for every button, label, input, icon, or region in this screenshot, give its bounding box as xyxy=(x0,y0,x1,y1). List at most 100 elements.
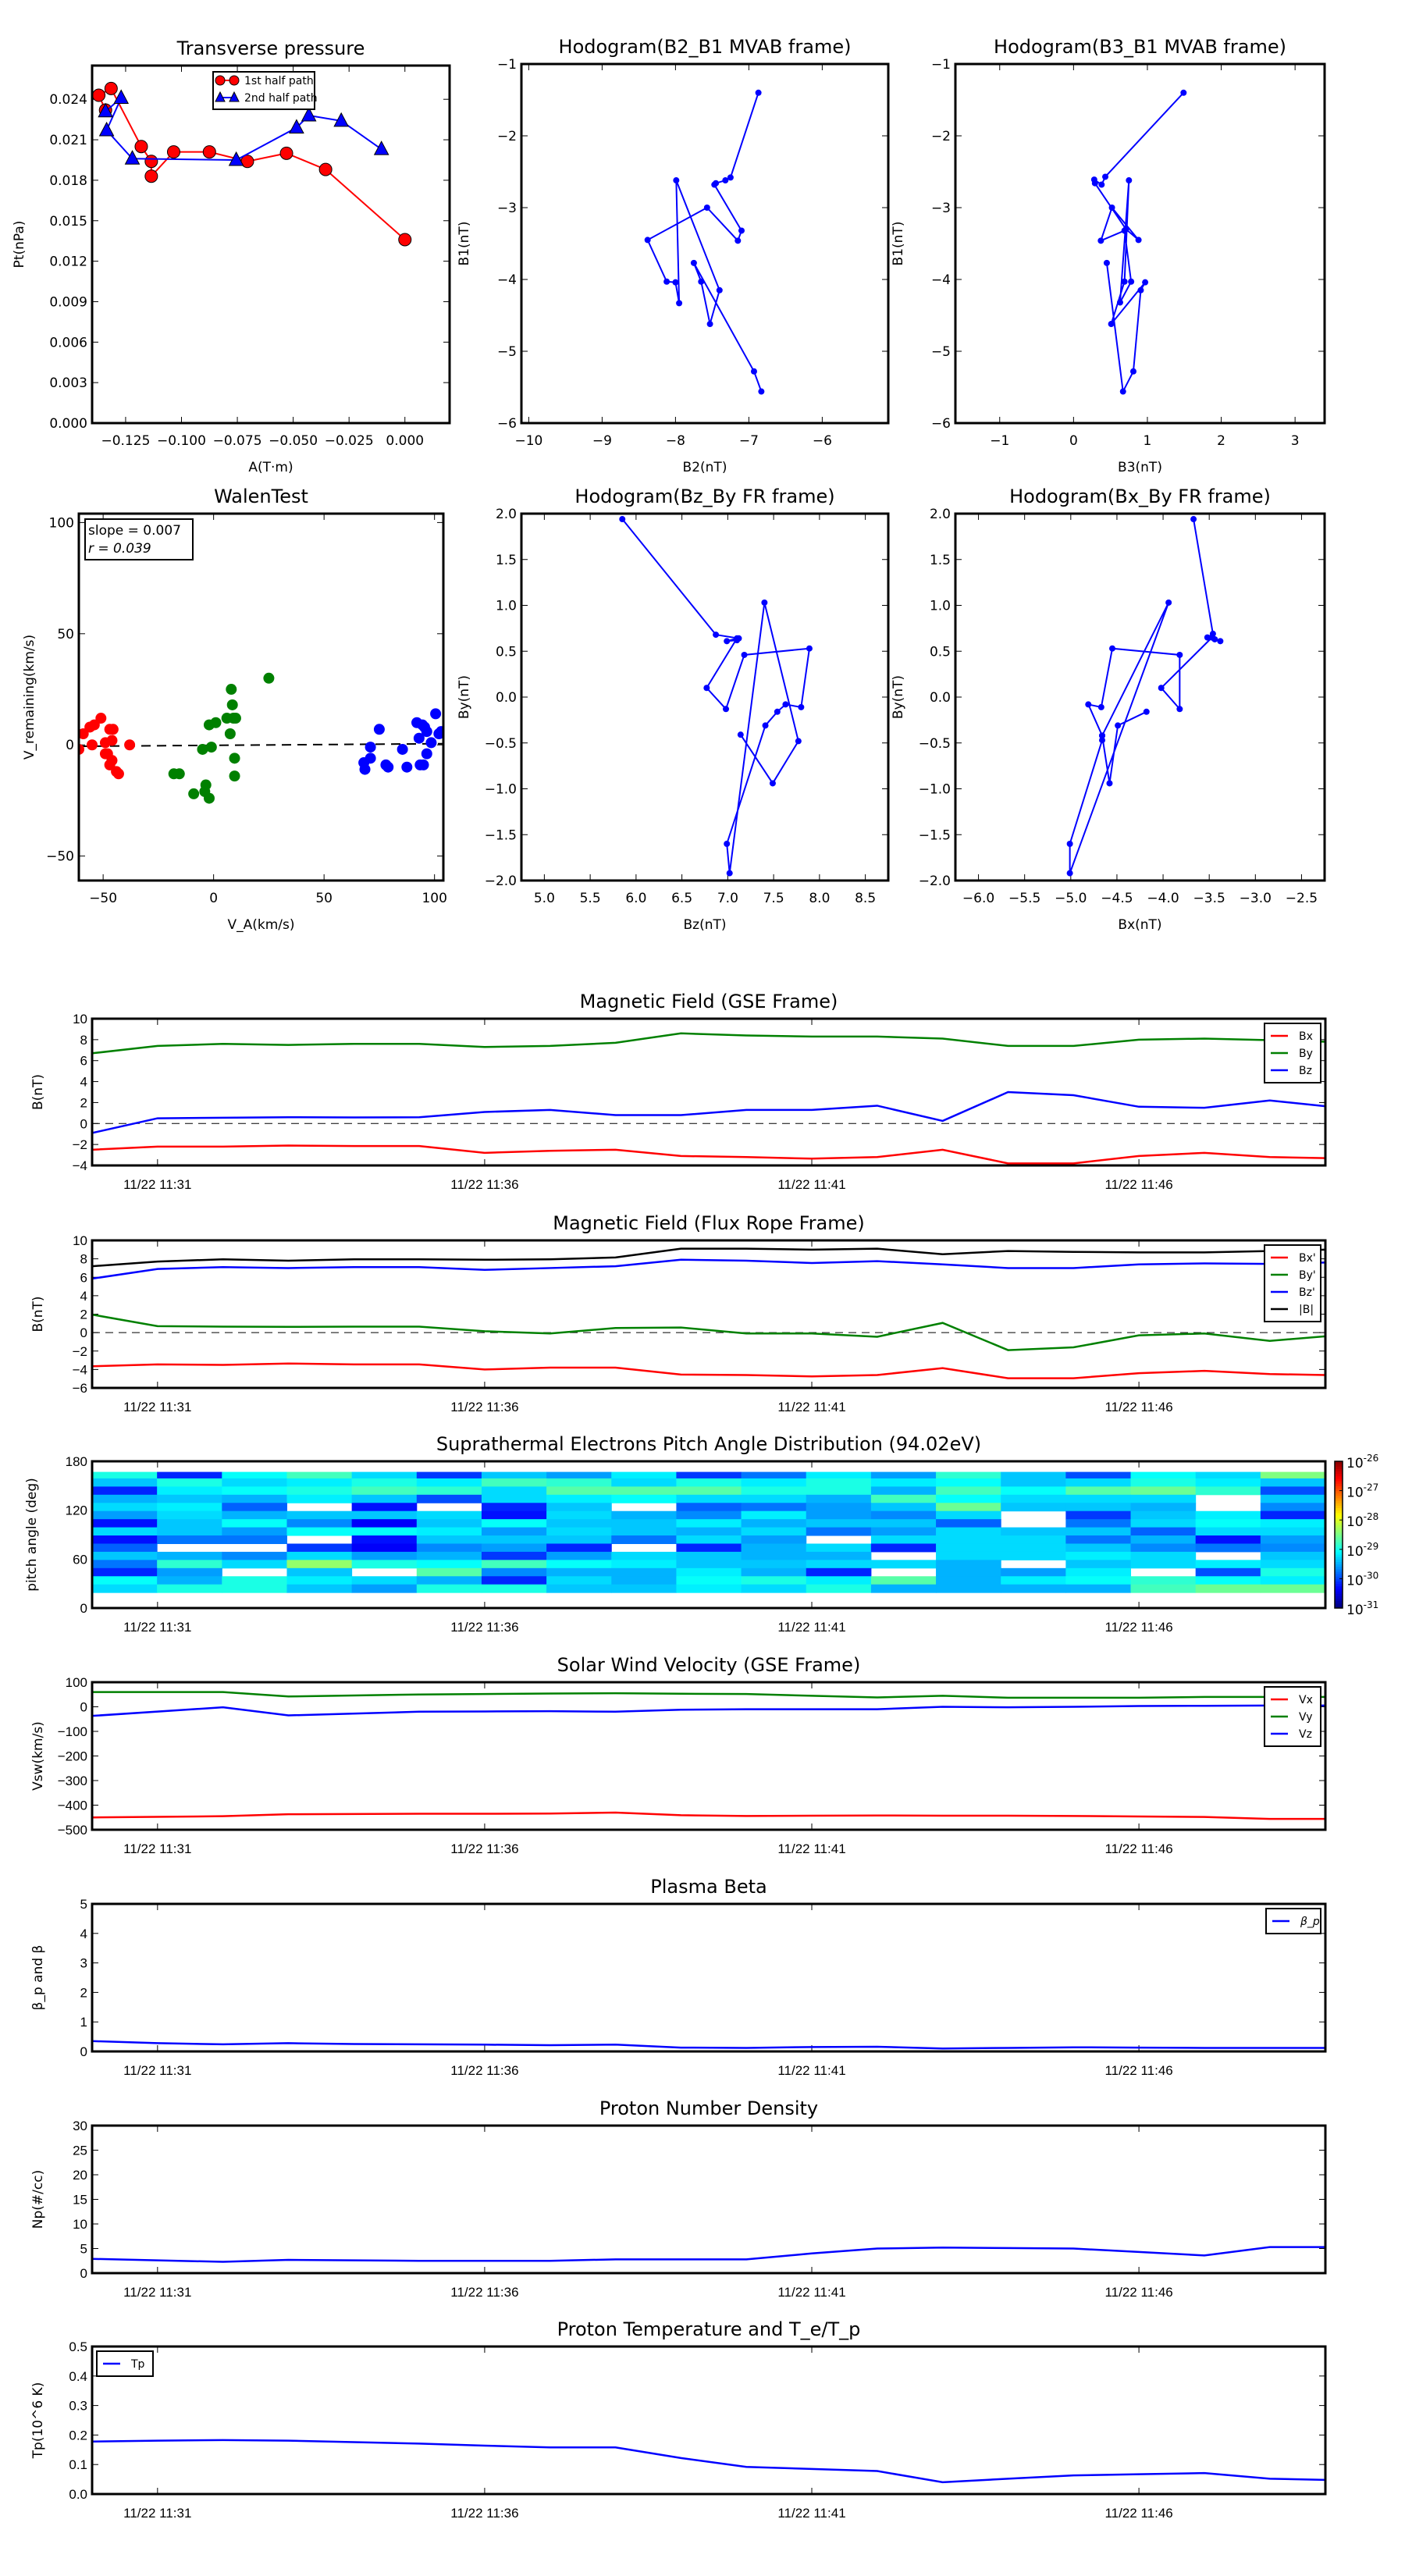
heatmap-cell xyxy=(611,1551,677,1560)
heatmap-cell xyxy=(351,1486,418,1496)
heatmap-cell xyxy=(351,1576,418,1585)
scatter-point xyxy=(224,728,236,739)
colorbar-segment xyxy=(1335,1557,1343,1560)
heatmap-cell xyxy=(1001,1471,1066,1481)
data-point xyxy=(663,278,670,285)
heatmap-cell xyxy=(741,1560,807,1569)
scatter-point xyxy=(229,770,240,782)
data-point xyxy=(104,81,118,95)
heatmap-cell xyxy=(416,1576,482,1585)
legend: Tp xyxy=(96,2350,154,2377)
x-tick-label: −9 xyxy=(592,433,612,449)
chart-title: Hodogram(Bz_By FR frame) xyxy=(574,486,834,507)
data-point xyxy=(798,703,805,710)
heatmap-cell xyxy=(676,1527,742,1536)
y-tick-label: 0.4 xyxy=(69,2369,87,2384)
data-point xyxy=(1180,89,1187,96)
heatmap-cell xyxy=(1195,1519,1261,1528)
hodogram-series xyxy=(1066,516,1224,877)
data-point xyxy=(782,701,789,708)
heatmap-cell xyxy=(481,1478,547,1487)
heatmap-cell xyxy=(92,1494,158,1503)
heatmap-cell xyxy=(286,1494,353,1503)
y-tick-label: 120 xyxy=(66,1503,87,1518)
heatmap-cell xyxy=(157,1503,222,1512)
x-tick-label: 7.0 xyxy=(717,891,738,906)
y-tick-label: −4 xyxy=(73,1158,87,1173)
colorbar-tick-exponent: -31 xyxy=(1364,1599,1379,1610)
heatmap-cell xyxy=(611,1471,677,1481)
data-point xyxy=(1103,259,1110,266)
heatmap-cell xyxy=(936,1551,1001,1560)
series-line-Vz xyxy=(92,1704,1325,1717)
colorbar-tick-exponent: -28 xyxy=(1364,1511,1379,1522)
y-tick-label: 50 xyxy=(57,627,74,642)
colorbar-segment xyxy=(1335,1473,1343,1477)
colorbar-segment xyxy=(1335,1522,1343,1525)
x-tick-label: −3.0 xyxy=(1240,891,1272,906)
data-point xyxy=(202,145,216,159)
data-point xyxy=(735,237,742,244)
colorbar-segment xyxy=(1335,1481,1343,1484)
heatmap-cell xyxy=(611,1494,677,1503)
legend: Vx Vy Vz xyxy=(1264,1686,1321,1747)
heatmap-cell xyxy=(351,1584,418,1593)
x-tick-label: 11/22 11:46 xyxy=(1104,1620,1172,1635)
data-point xyxy=(713,632,720,639)
heatmap-cell xyxy=(286,1551,353,1560)
x-tick-label: 1 xyxy=(1144,433,1152,449)
heatmap-cell xyxy=(416,1519,482,1528)
legend-label: By xyxy=(1299,1048,1313,1060)
data-point xyxy=(1126,177,1133,184)
heatmap-cell xyxy=(1065,1478,1132,1487)
heatmap-cell xyxy=(416,1567,482,1577)
colorbar-tick-exponent: -26 xyxy=(1364,1453,1379,1464)
heatmap-cell xyxy=(611,1519,677,1528)
heatmap-cell xyxy=(1065,1576,1132,1585)
heatmap-cell xyxy=(481,1535,547,1544)
heatmap-cell xyxy=(1130,1543,1197,1553)
heatmap-cell xyxy=(222,1535,287,1544)
heatmap-cell xyxy=(936,1519,1001,1528)
x-tick-label: 8.0 xyxy=(809,891,830,906)
x-tick-label: 0 xyxy=(209,891,218,906)
heatmap-cell xyxy=(741,1510,807,1520)
data-point xyxy=(1217,638,1224,645)
heatmap-cell xyxy=(92,1471,158,1481)
heatmap-cell xyxy=(611,1486,677,1496)
colorbar-segment xyxy=(1335,1546,1343,1550)
data-point xyxy=(1109,645,1116,652)
colorbar-segment xyxy=(1335,1475,1343,1479)
data-point xyxy=(113,89,130,104)
heatmap-cell xyxy=(481,1510,547,1520)
data-point xyxy=(711,181,718,188)
heatmap-cell xyxy=(286,1519,353,1528)
scatter-series-y-component xyxy=(168,672,275,804)
x-tick-label: −0.025 xyxy=(325,433,374,449)
y-tick-label: 0.1 xyxy=(69,2457,87,2472)
data-point xyxy=(98,121,115,137)
chart-title: Solar Wind Velocity (GSE Frame) xyxy=(557,1654,861,1676)
x-tick-label: 6.5 xyxy=(671,891,692,906)
heatmap-cell xyxy=(1065,1543,1132,1553)
y-tick-label: 25 xyxy=(73,2144,87,2158)
x-tick-label: 3 xyxy=(1291,433,1300,449)
data-point xyxy=(698,278,705,285)
colorbar-segment xyxy=(1335,1600,1343,1604)
x-tick-label: 7.5 xyxy=(763,891,784,906)
y-tick-label: 1 xyxy=(80,2015,87,2030)
heatmap-cell xyxy=(481,1519,547,1528)
x-axis-label: B2(nT) xyxy=(683,460,727,475)
colorbar-segment xyxy=(1335,1520,1343,1523)
chart-title: Magnetic Field (GSE Frame) xyxy=(580,991,838,1012)
legend-label: 1st half path xyxy=(244,75,314,87)
heatmap-cell xyxy=(676,1486,742,1496)
heatmap-cell xyxy=(222,1510,287,1520)
heatmap-cell xyxy=(870,1486,937,1496)
y-tick-label: 5 xyxy=(80,2242,87,2257)
data-point xyxy=(676,300,683,307)
data-point xyxy=(727,174,734,181)
y-tick-label: 0.0 xyxy=(69,2487,87,2502)
heatmap-cell xyxy=(806,1560,872,1569)
heatmap-cell xyxy=(1130,1576,1197,1585)
